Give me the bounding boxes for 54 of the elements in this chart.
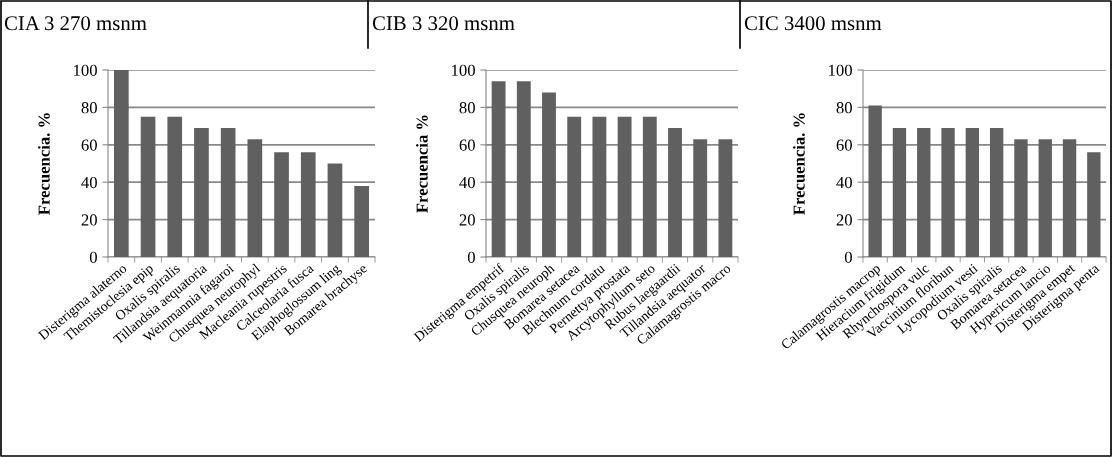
chart-title: CIA 3 270 msnm xyxy=(4,16,147,31)
y-tick-label: 40 xyxy=(836,176,852,189)
bar xyxy=(592,116,607,257)
y-tick-label: 60 xyxy=(459,139,475,151)
bar xyxy=(220,127,236,257)
bar xyxy=(491,81,506,257)
y-axis-title: Frecuencia. % xyxy=(793,113,805,215)
bar xyxy=(542,92,556,257)
y-tick-label: 100 xyxy=(829,64,852,76)
chart-title: CIC 3400 msnm xyxy=(744,16,882,31)
bar xyxy=(892,127,907,257)
y-tick-label: 60 xyxy=(81,139,97,151)
bar xyxy=(1062,139,1077,257)
y-tick-label: 80 xyxy=(81,102,97,114)
bar xyxy=(247,139,263,257)
y-tick-label: 0 xyxy=(844,251,852,263)
y-tick-label: 20 xyxy=(836,214,852,226)
bar xyxy=(642,116,657,257)
y-tick-label: 20 xyxy=(459,214,475,226)
bar xyxy=(167,116,183,257)
bar xyxy=(989,127,1004,257)
y-tick-label: 40 xyxy=(459,176,475,189)
y-tick-label: 60 xyxy=(836,139,852,151)
bar xyxy=(567,116,582,257)
bar xyxy=(693,139,708,257)
bar xyxy=(327,163,343,257)
y-tick-label: 20 xyxy=(81,214,97,226)
bar xyxy=(617,116,632,257)
y-tick-label: 100 xyxy=(452,64,475,76)
y-tick-label: 0 xyxy=(467,251,475,263)
bar xyxy=(194,127,209,257)
bar xyxy=(1038,139,1052,257)
y-axis-title: Frecuencia % xyxy=(416,115,428,213)
y-tick-label: 0 xyxy=(89,251,97,263)
bar xyxy=(965,127,980,257)
bar xyxy=(1087,152,1101,257)
bar xyxy=(718,139,733,257)
bar xyxy=(354,185,369,257)
bar xyxy=(516,81,531,257)
y-tick-label: 80 xyxy=(459,102,475,114)
bar xyxy=(300,152,316,257)
bar xyxy=(668,127,682,257)
bar xyxy=(274,152,289,257)
chart-title: CIB 3 320 msnm xyxy=(372,16,515,31)
bar xyxy=(941,127,955,257)
bar xyxy=(917,127,931,257)
bar xyxy=(1014,139,1028,257)
bar xyxy=(140,116,156,257)
y-axis-title: Frecuencia. % xyxy=(38,113,50,215)
y-tick-label: 40 xyxy=(81,176,97,189)
bar xyxy=(868,105,882,257)
y-tick-label: 100 xyxy=(74,64,97,76)
bar xyxy=(114,70,129,257)
y-tick-label: 80 xyxy=(836,102,852,114)
